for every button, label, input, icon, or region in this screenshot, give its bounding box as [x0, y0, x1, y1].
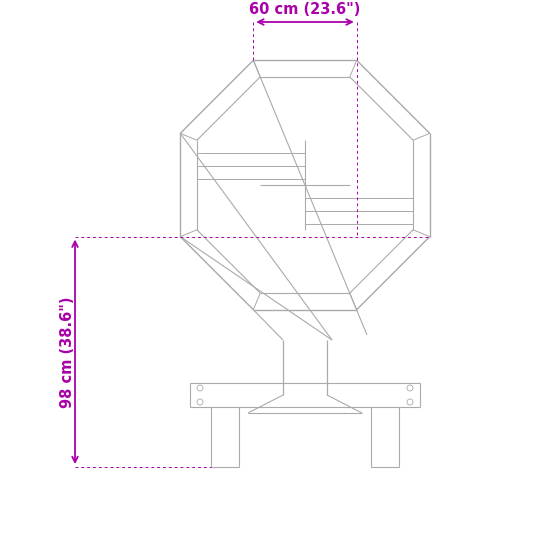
Text: 98 cm (38.6"): 98 cm (38.6"): [59, 296, 75, 408]
Text: 60 cm (23.6"): 60 cm (23.6"): [249, 2, 361, 17]
